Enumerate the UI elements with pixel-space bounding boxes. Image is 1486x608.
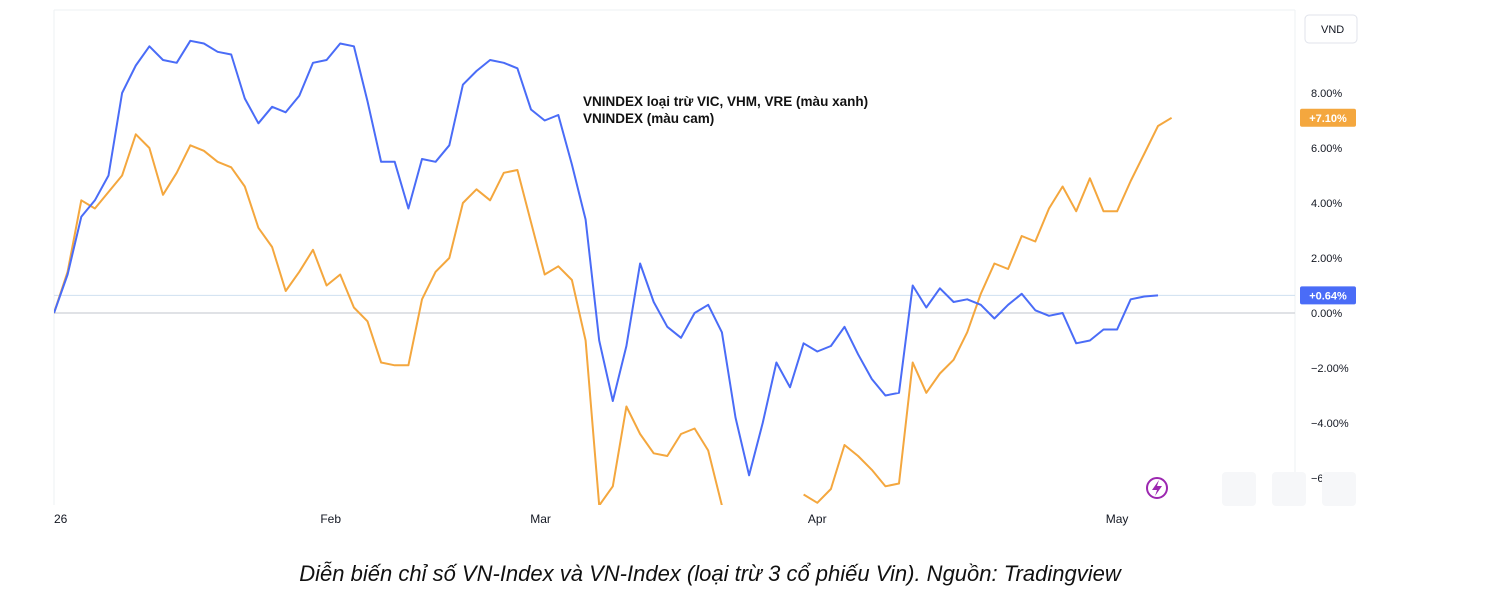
x-tick-label: Apr — [808, 512, 827, 526]
currency-label: VND — [1321, 24, 1344, 36]
x-tick-label: Mar — [530, 512, 551, 526]
last-value-badge — [1300, 286, 1356, 305]
last-value-badge-label: +0.64% — [1309, 290, 1347, 302]
series-line-orange — [54, 116, 1173, 505]
y-tick-label: 2.00% — [1311, 253, 1342, 265]
y-tick-label: −4.00% — [1311, 418, 1349, 430]
y-tick-label: 0.00% — [1311, 308, 1342, 320]
annotation-line-1: VNINDEX loại trừ VIC, VHM, VRE (màu xanh… — [583, 94, 868, 109]
series-line-blue — [54, 39, 1159, 477]
figure-caption: Diễn biến chỉ số VN-Index và VN-Index (l… — [299, 561, 1121, 586]
annotation-line-2: VNINDEX (màu cam) — [583, 111, 714, 126]
y-tick-label: 6.00% — [1311, 143, 1342, 155]
series-layer — [54, 39, 1173, 505]
last-value-badge — [1300, 108, 1356, 127]
x-tick-label: May — [1106, 512, 1129, 526]
grid-layer — [53, 9, 1296, 505]
last-value-badges: +0.64% +7.10% — [1300, 108, 1356, 305]
annotation: VNINDEX loại trừ VIC, VHM, VRE (màu xanh… — [583, 94, 868, 126]
x-tick-label: 26 — [54, 512, 68, 526]
chart-toolbar — [1222, 472, 1356, 506]
y-tick-label: −2.00% — [1311, 363, 1349, 375]
x-axis: 26 Feb Mar Apr May — [54, 512, 1128, 526]
y-tick-label: 8.00% — [1311, 88, 1342, 100]
y-tick-label: 4.00% — [1311, 198, 1342, 210]
currency-selector[interactable]: VND — [1304, 14, 1358, 44]
chart-area: 8.00%6.00%4.00%2.00%0.00%−2.00%−4.00%−6.… — [53, 9, 1358, 526]
flash-icon[interactable] — [1146, 477, 1168, 499]
last-value-badge-label: +7.10% — [1309, 113, 1347, 125]
x-tick-label: Feb — [320, 512, 341, 526]
